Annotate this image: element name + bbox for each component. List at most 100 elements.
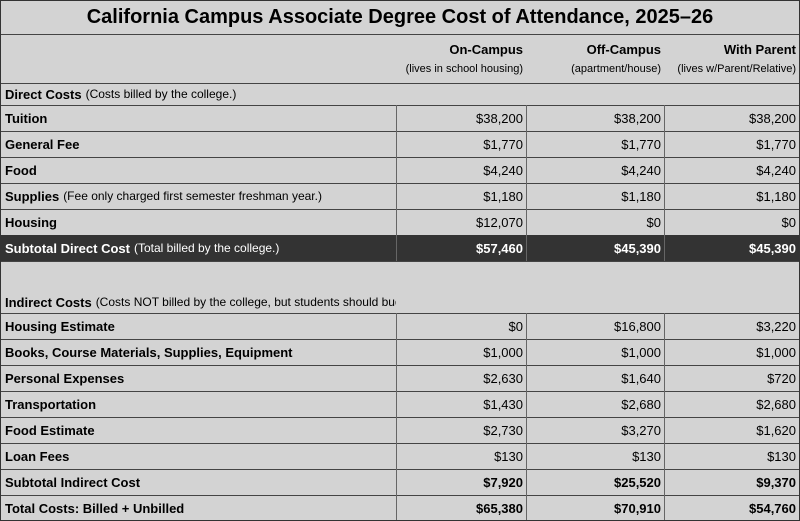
column-border [396, 391, 397, 417]
row-border [1, 339, 799, 340]
column-border [664, 417, 665, 443]
column-border [664, 391, 665, 417]
column-border [526, 209, 527, 235]
value-cell: $1,000 [483, 344, 523, 360]
column-border [526, 339, 527, 365]
value-cell: $720 [767, 370, 796, 386]
value-cell: $130 [632, 448, 661, 464]
value-cell: $1,770 [621, 136, 661, 152]
value-cell: $38,200 [749, 110, 796, 126]
label: Personal Expenses [5, 370, 125, 386]
label: Housing Estimate [5, 318, 115, 334]
row-label: Personal Expenses [1, 365, 396, 391]
value-cell: $7,920 [483, 474, 523, 490]
column-border [396, 131, 397, 157]
label: Subtotal Direct Cost [5, 240, 130, 256]
column-border [526, 391, 527, 417]
value-cell: $1,770 [756, 136, 796, 152]
value-cell: $3,220 [756, 318, 796, 334]
row-border [1, 105, 799, 106]
row-border [1, 417, 799, 418]
column-border [396, 235, 397, 261]
column-border [664, 131, 665, 157]
row-border [1, 495, 799, 496]
note: (Costs billed by the college.) [85, 87, 237, 101]
value-cell: $1,180 [483, 188, 523, 204]
value-cell: $4,240 [756, 162, 796, 178]
column-border [664, 365, 665, 391]
column-header: With Parent [723, 41, 796, 57]
column-border [664, 495, 665, 520]
column-border [664, 183, 665, 209]
column-border [396, 209, 397, 235]
column-header: On-Campus [449, 41, 523, 57]
column-border [396, 495, 397, 520]
value-cell: $130 [494, 448, 523, 464]
column-border [526, 443, 527, 469]
value-cell: $1,000 [621, 344, 661, 360]
value-cell: $1,770 [483, 136, 523, 152]
column-border [664, 443, 665, 469]
value-cell: $0 [781, 214, 796, 230]
row-label: Tuition [1, 105, 396, 131]
value-cell: $0 [508, 318, 523, 334]
value-cell: $45,390 [749, 240, 796, 256]
column-border [664, 235, 665, 261]
column-border [526, 469, 527, 495]
column-border [396, 183, 397, 209]
column-border [396, 417, 397, 443]
row-label: Housing [1, 209, 396, 235]
value-cell: $45,390 [614, 240, 661, 256]
row-border [1, 261, 799, 262]
label: Loan Fees [5, 448, 70, 464]
label: Indirect Costs [5, 294, 92, 310]
value-cell: $70,910 [614, 500, 661, 516]
column-border [396, 313, 397, 339]
value-cell: $2,630 [483, 370, 523, 386]
column-border [664, 105, 665, 131]
value-cell: $65,380 [476, 500, 523, 516]
column-border [396, 443, 397, 469]
row-label: Total Costs: Billed + Unbilled [1, 495, 396, 520]
column-border [396, 339, 397, 365]
column-border [396, 105, 397, 131]
column-border [664, 339, 665, 365]
note: (Total billed by the college.) [133, 241, 280, 255]
column-border [526, 495, 527, 520]
value-cell: $0 [646, 214, 661, 230]
row-border [1, 183, 799, 184]
value-cell: $1,640 [621, 370, 661, 386]
label: Transportation [5, 396, 97, 412]
value-cell: $2,680 [756, 396, 796, 412]
column-border [526, 183, 527, 209]
column-border [526, 417, 527, 443]
value-cell: $2,730 [483, 422, 523, 438]
value-cell: $9,370 [756, 474, 796, 490]
value-cell: $38,200 [614, 110, 661, 126]
title: California Campus Associate Degree Cost … [86, 6, 714, 28]
value-cell: $16,800 [614, 318, 661, 334]
row-border [1, 209, 799, 210]
value-cell: $4,240 [483, 162, 523, 178]
row-label: Books, Course Materials, Supplies, Equip… [1, 339, 396, 365]
row-border [1, 83, 799, 84]
row-label: Indirect Costs (Costs NOT billed by the c… [1, 291, 396, 313]
column-border [526, 131, 527, 157]
value-cell: $4,240 [621, 162, 661, 178]
value-cell: $1,180 [756, 188, 796, 204]
column-header: Off-Campus [586, 41, 661, 57]
row-label: Food [1, 157, 396, 183]
column-border [396, 365, 397, 391]
value-cell: $25,520 [614, 474, 661, 490]
row-label: Transportation [1, 391, 396, 417]
note: (Costs NOT billed by the college, but st… [95, 295, 396, 309]
value-cell: $54,760 [749, 500, 796, 516]
value-cell: $1,430 [483, 396, 523, 412]
row-label: Direct Costs (Costs billed by the college… [1, 83, 396, 105]
value-cell: $130 [767, 448, 796, 464]
column-border [396, 157, 397, 183]
label: Tuition [5, 110, 48, 126]
column-border [526, 365, 527, 391]
row-label: Food Estimate [1, 417, 396, 443]
